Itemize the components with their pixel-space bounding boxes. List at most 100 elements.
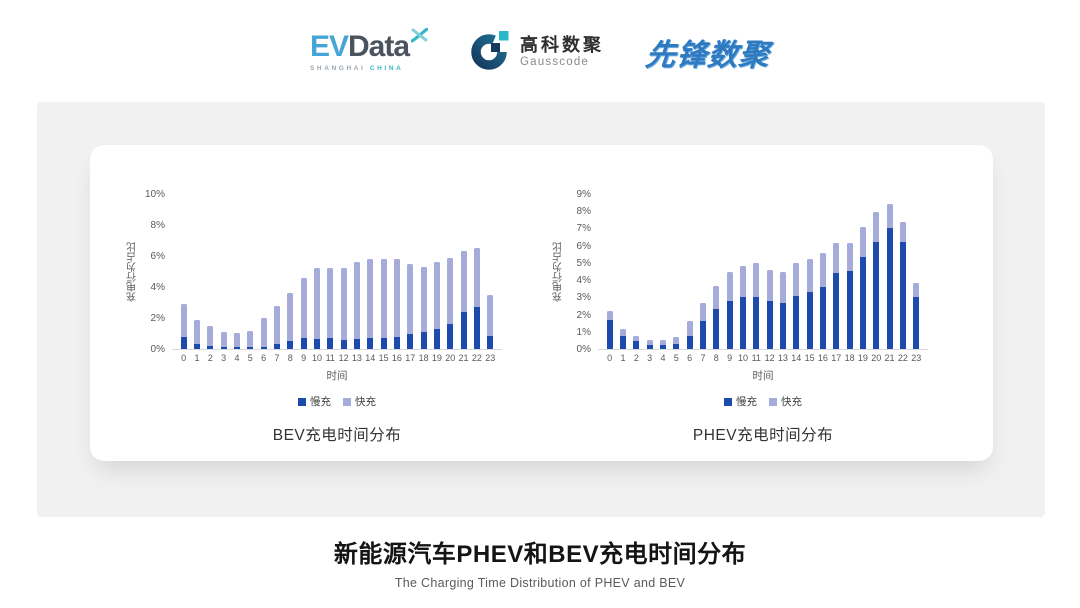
- fast-segment: [420, 266, 427, 332]
- fast-segment: [487, 294, 494, 336]
- bar-4: [230, 195, 243, 349]
- plot-area: [598, 195, 928, 350]
- legend-item: 慢充: [298, 394, 331, 409]
- fast-segment: [460, 251, 467, 312]
- evdata-logo: EV Data SHANGHAI CHINA: [310, 27, 429, 72]
- slow-segment: [233, 347, 240, 349]
- bar-5: [244, 195, 257, 349]
- bev-chart: 充电行为占比 0% 2% 4% 6% 8% 10% 0 1 2 3 4 5 6 7 8 9 10 11 12 13 1…: [126, 145, 502, 445]
- page-title: 新能源汽车PHEV和BEV充电时间分布: [333, 541, 747, 568]
- slow-segment: [287, 341, 294, 349]
- x-tick-label: 22: [471, 353, 482, 363]
- bar-1: [190, 195, 203, 349]
- y-axis-title: 充电行为占比: [553, 242, 565, 303]
- x-tick-label: 3: [647, 353, 653, 363]
- slow-segment: [739, 297, 746, 349]
- bar-19: [430, 195, 443, 349]
- x-tick-label: 2: [207, 353, 213, 363]
- y-tick-label: 4%: [576, 275, 591, 287]
- slow-segment: [753, 297, 760, 349]
- slow-segment: [713, 309, 720, 349]
- y-tick-label: 6%: [150, 251, 165, 262]
- y-ticks: 0% 1% 2% 3% 4% 5% 6% 7% 8% 9%: [566, 190, 598, 355]
- bar-3: [217, 195, 230, 349]
- slow-segment: [606, 319, 613, 349]
- slow-segment: [353, 338, 360, 349]
- fast-segment: [619, 329, 626, 337]
- fast-segment: [699, 302, 706, 322]
- bar-0: [603, 195, 616, 349]
- y-tick-label: 3%: [576, 292, 591, 304]
- legend-item: 快充: [343, 394, 376, 409]
- bar-8: [284, 195, 297, 349]
- y-tick-label: 7%: [576, 223, 591, 235]
- x-tick-label: 7: [274, 353, 280, 363]
- bar-4: [656, 195, 669, 349]
- x-tick-label: 2: [633, 353, 639, 363]
- x-axis-title: 时间: [326, 370, 348, 382]
- fast-segment: [766, 269, 773, 301]
- slow-segment: [460, 311, 467, 349]
- fast-segment: [207, 325, 214, 346]
- evdata-x-icon: [410, 27, 429, 47]
- fast-segment: [753, 262, 760, 298]
- bar-9: [297, 195, 310, 349]
- gausscode-logo: 高科数聚 Gausscode: [470, 29, 604, 76]
- legend: 慢充 快充: [598, 394, 928, 409]
- x-tick-label: 13: [777, 353, 788, 363]
- x-tick-label: 4: [660, 353, 666, 363]
- xianfeng-logo: 先锋数聚: [643, 39, 772, 72]
- x-tick-label: 6: [687, 353, 693, 363]
- fast-segment: [713, 286, 720, 310]
- gausscode-cn-text: 高科数聚: [520, 35, 605, 56]
- bar-10: [310, 195, 323, 349]
- fast-segment: [407, 263, 414, 334]
- y-tick-label: 2%: [576, 309, 591, 321]
- gausscode-g-icon: [470, 29, 512, 76]
- y-tick-label: 9%: [576, 189, 591, 200]
- fast-segment: [220, 331, 227, 348]
- chart-title: PHEV充电时间分布: [692, 427, 834, 444]
- fast-segment: [447, 257, 454, 325]
- fast-segment: [633, 336, 640, 342]
- bar-19: [856, 195, 869, 349]
- slow-segment: [220, 347, 227, 349]
- fast-segment: [833, 243, 840, 274]
- x-tick-label: 16: [391, 353, 402, 363]
- y-ticks: 0% 2% 4% 6% 8% 10%: [140, 190, 172, 355]
- fast-segment: [393, 259, 400, 337]
- bar-2: [204, 195, 217, 349]
- slow-segment: [420, 331, 427, 349]
- x-tick-label: 12: [338, 353, 349, 363]
- x-tick-label: 9: [727, 353, 733, 363]
- bar-15: [803, 195, 816, 349]
- legend-swatch-icon: [724, 397, 732, 406]
- x-tick-label: 11: [325, 353, 335, 363]
- x-tick-label: 20: [445, 353, 456, 363]
- fast-segment: [646, 340, 653, 345]
- x-tick-label: 4: [234, 353, 240, 363]
- fast-segment: [247, 331, 254, 348]
- legend-label: 慢充: [736, 396, 757, 408]
- x-tick-label: 3: [221, 353, 227, 363]
- legend-label: 慢充: [310, 396, 331, 408]
- y-tick-label: 0%: [576, 344, 591, 355]
- slow-segment: [873, 242, 880, 349]
- legend-label: 快充: [781, 396, 802, 408]
- fast-segment: [260, 318, 267, 347]
- x-tick-label: 22: [897, 353, 908, 363]
- fast-segment: [913, 282, 920, 298]
- bar-5: [670, 195, 683, 349]
- x-tick-label: 16: [817, 353, 828, 363]
- slow-segment: [833, 273, 840, 349]
- bar-7: [696, 195, 709, 349]
- slow-segment: [260, 346, 267, 349]
- y-tick-label: 1%: [576, 326, 591, 338]
- bar-6: [257, 195, 270, 349]
- bar-14: [364, 195, 377, 349]
- fast-segment: [873, 212, 880, 243]
- slow-segment: [487, 335, 494, 349]
- x-tick-label: 1: [620, 353, 626, 363]
- y-axis-title: 充电行为占比: [127, 242, 139, 303]
- slow-segment: [779, 303, 786, 349]
